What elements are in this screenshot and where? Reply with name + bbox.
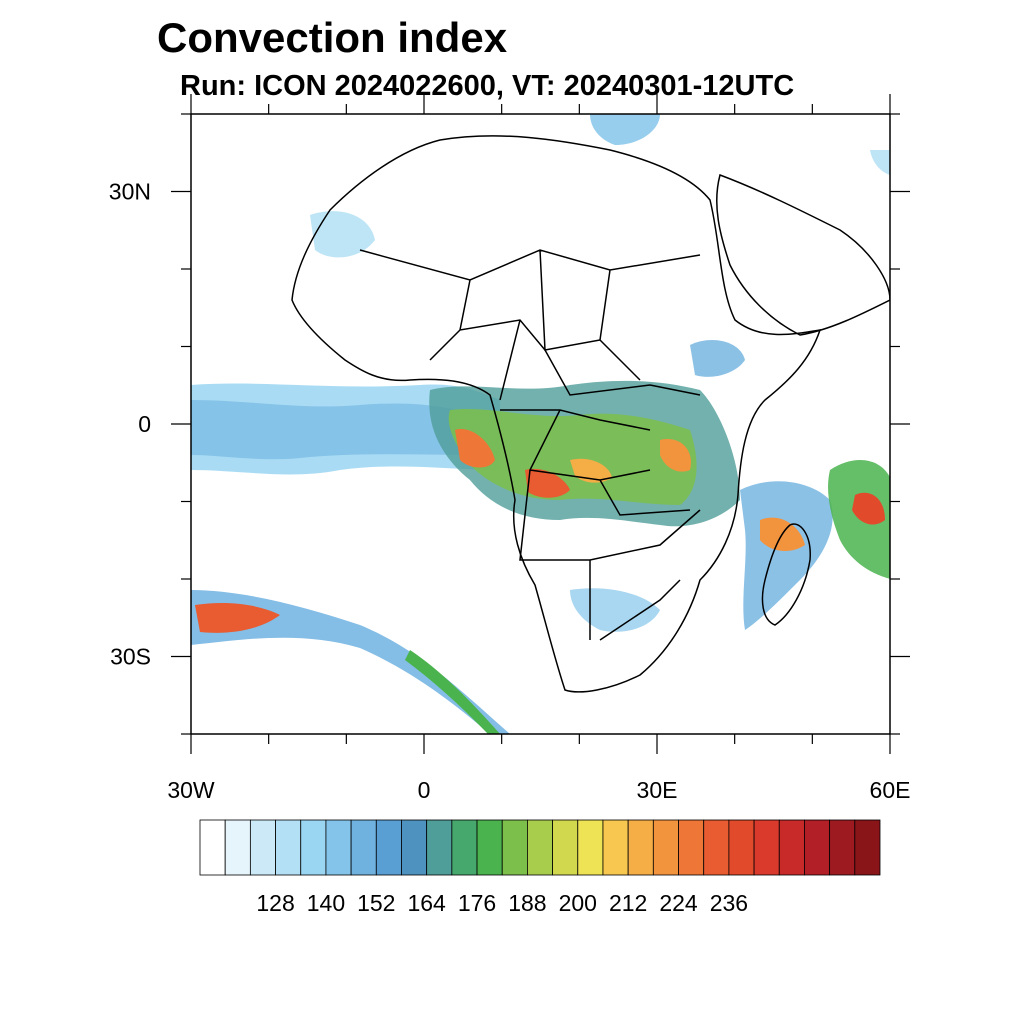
colorbar-label: 176 — [458, 890, 496, 916]
colorbar-swatch — [325, 819, 352, 876]
y-axis: 30N 0 30S — [109, 113, 910, 735]
colorbar — [199, 819, 881, 876]
x-tick-label: 0 — [418, 777, 431, 803]
colorbar-swatch — [678, 819, 705, 876]
colorbar-swatch — [552, 819, 579, 876]
colorbar-swatch — [602, 819, 629, 876]
coastlines — [291, 135, 890, 693]
y-tick-label: 0 — [138, 411, 151, 437]
convection-front-southwest — [191, 590, 510, 734]
convection-hotspot-gabon — [455, 429, 495, 468]
colorbar-label: 128 — [256, 890, 294, 916]
colorbar-label: 188 — [508, 890, 546, 916]
convection-horn — [690, 340, 745, 377]
map-title: Convection index — [157, 14, 508, 61]
convection-southern-africa — [570, 588, 660, 632]
colorbar-label: 236 — [710, 890, 748, 916]
colorbar-swatch — [778, 819, 805, 876]
colorbar-swatch — [804, 819, 831, 876]
colorbar-swatch — [627, 819, 654, 876]
colorbar-swatch — [401, 819, 428, 876]
x-tick-label: 60E — [870, 777, 911, 803]
convection-field — [191, 114, 890, 734]
colorbar-label: 152 — [357, 890, 395, 916]
colorbar-swatch — [275, 819, 302, 876]
africa-coastline — [291, 135, 822, 693]
colorbar-label: 200 — [559, 890, 597, 916]
convection-central-core — [448, 408, 697, 505]
colorbar-swatch — [375, 819, 402, 876]
colorbar-swatch — [753, 819, 780, 876]
colorbar-label: 212 — [609, 890, 647, 916]
x-tick-label: 30E — [637, 777, 678, 803]
colorbar-swatch — [703, 819, 730, 876]
colorbar-swatch — [300, 819, 327, 876]
colorbar-swatch — [854, 819, 881, 876]
colorbar-label: 164 — [407, 890, 446, 916]
madagascar-coastline — [761, 523, 811, 626]
map-subtitle: Run: ICON 2024022600, VT: 20240301-12UTC — [180, 70, 795, 102]
x-axis: 30W 0 30E 60E — [167, 94, 910, 803]
colorbar-swatch — [476, 819, 503, 876]
country-borders — [359, 249, 701, 641]
convection-mozambique — [740, 481, 833, 630]
convection-front-core — [195, 603, 280, 633]
convection-front-tail — [405, 650, 500, 734]
colorbar-labels: 128 140 152 164 176 188 200 212 224 236 — [256, 890, 748, 916]
colorbar-swatch — [652, 819, 679, 876]
colorbar-swatch — [224, 819, 251, 876]
colorbar-swatch — [199, 819, 226, 876]
convection-mediterranean — [590, 114, 660, 145]
colorbar-swatch — [728, 819, 755, 876]
colorbar-swatch — [451, 819, 478, 876]
convection-cyclone-core — [852, 492, 885, 525]
convection-hotspot-congo — [525, 468, 570, 498]
colorbar-label: 140 — [307, 890, 345, 916]
y-tick-label: 30N — [109, 179, 151, 205]
x-tick-label: 30W — [167, 777, 215, 803]
convection-northwest — [310, 211, 375, 258]
y-tick-label: 30S — [110, 644, 151, 670]
colorbar-swatch — [829, 819, 856, 876]
convection-hotspot-east — [660, 439, 691, 472]
convection-arabia-east — [870, 150, 890, 175]
colorbar-swatch — [501, 819, 528, 876]
colorbar-swatch — [527, 819, 553, 876]
arabian-peninsula-coastline — [715, 174, 890, 336]
colorbar-label: 224 — [659, 890, 698, 916]
colorbar-swatch — [577, 819, 604, 876]
colorbar-swatch — [249, 819, 276, 876]
colorbar-swatch — [350, 819, 377, 876]
colorbar-swatch — [426, 819, 453, 876]
convection-cyclone — [828, 460, 890, 579]
convection-band-atlantic-inner — [191, 400, 480, 460]
